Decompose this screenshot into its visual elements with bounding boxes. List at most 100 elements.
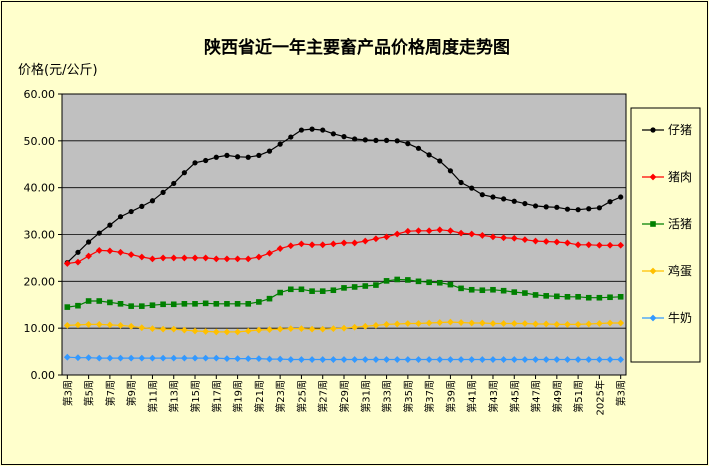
data-point (96, 298, 103, 304)
data-point (468, 230, 476, 238)
x-tick-label: 第21周 (253, 380, 266, 413)
x-tick-label: 第11周 (146, 380, 159, 413)
data-point (447, 281, 454, 288)
data-point (436, 226, 444, 234)
data-point (437, 158, 443, 164)
x-tick-label: 第23周 (274, 380, 287, 413)
data-point (298, 325, 305, 333)
data-point (319, 356, 327, 363)
data-point (191, 254, 199, 262)
data-point (500, 287, 507, 294)
data-point (383, 321, 390, 328)
data-point (340, 239, 348, 247)
data-point (457, 356, 465, 363)
data-point (564, 239, 571, 247)
data-point (479, 287, 486, 294)
legend-item: 活猪 (642, 217, 692, 231)
data-point (96, 230, 102, 236)
data-point (532, 203, 539, 209)
data-point (75, 249, 81, 255)
data-point (617, 293, 624, 300)
data-point (202, 328, 210, 335)
data-point (245, 301, 252, 307)
data-point (361, 356, 369, 363)
data-point (330, 131, 336, 137)
legend-marker (649, 314, 657, 322)
y-axis-label: 价格(元/公斤) (18, 62, 98, 78)
data-point (447, 227, 454, 235)
data-point (256, 299, 262, 305)
data-point (223, 328, 231, 336)
data-point (554, 204, 560, 210)
data-point (224, 152, 230, 158)
data-point (202, 354, 210, 362)
data-point (319, 325, 327, 333)
legend-label: 活猪 (668, 217, 692, 231)
data-point (564, 321, 571, 328)
data-point (607, 199, 613, 205)
data-point (373, 282, 379, 288)
data-point (74, 321, 82, 329)
data-point (212, 255, 220, 263)
data-point (298, 240, 305, 248)
x-tick-label: 第39周 (444, 380, 457, 413)
data-point (607, 294, 613, 301)
legend-item: 猪肉 (642, 170, 692, 184)
x-tick-label: 第19周 (232, 380, 245, 413)
data-point (532, 356, 539, 363)
data-point (490, 286, 496, 293)
legend-item: 牛奶 (642, 310, 692, 325)
data-point (553, 238, 561, 246)
data-point (585, 356, 593, 363)
data-point (606, 319, 614, 327)
data-point (468, 356, 476, 363)
x-tick-label: 第3周 (615, 380, 628, 406)
data-point (383, 356, 390, 363)
data-point (469, 185, 475, 191)
data-point (500, 234, 508, 242)
data-point (63, 260, 71, 267)
data-point (64, 304, 71, 310)
data-point (372, 321, 380, 329)
data-point (74, 354, 82, 362)
data-point (308, 325, 316, 333)
legend-item: 仔猪 (642, 123, 692, 137)
data-point (106, 247, 114, 255)
data-point (426, 279, 432, 286)
data-point (521, 236, 529, 244)
data-point (522, 290, 528, 296)
data-point (63, 321, 71, 329)
data-point (308, 241, 316, 249)
data-point (596, 205, 602, 211)
data-point (606, 356, 614, 363)
data-point (117, 354, 124, 362)
data-point (447, 318, 454, 326)
data-point (224, 301, 230, 307)
data-point (212, 354, 220, 362)
y-tick-label: 50.00 (24, 135, 56, 148)
data-point (543, 204, 549, 210)
data-point (478, 232, 486, 239)
data-point (276, 355, 284, 363)
data-point (160, 189, 166, 195)
data-point (393, 230, 401, 238)
data-point (340, 324, 348, 332)
x-tick-label: 第9周 (125, 380, 138, 406)
data-point (138, 324, 146, 332)
data-point (553, 356, 561, 363)
x-tick-label: 第7周 (104, 380, 117, 406)
data-point (117, 248, 124, 256)
data-point (425, 227, 433, 235)
data-point (170, 354, 178, 362)
legend-marker (650, 127, 656, 133)
data-point (383, 137, 390, 143)
x-tick-label: 第29周 (338, 380, 351, 413)
data-point (128, 208, 134, 215)
data-point (203, 157, 209, 164)
data-point (287, 325, 295, 333)
data-point (532, 320, 539, 328)
data-point (352, 136, 358, 142)
data-point (181, 301, 188, 307)
data-point (458, 285, 464, 292)
data-point (266, 326, 273, 333)
